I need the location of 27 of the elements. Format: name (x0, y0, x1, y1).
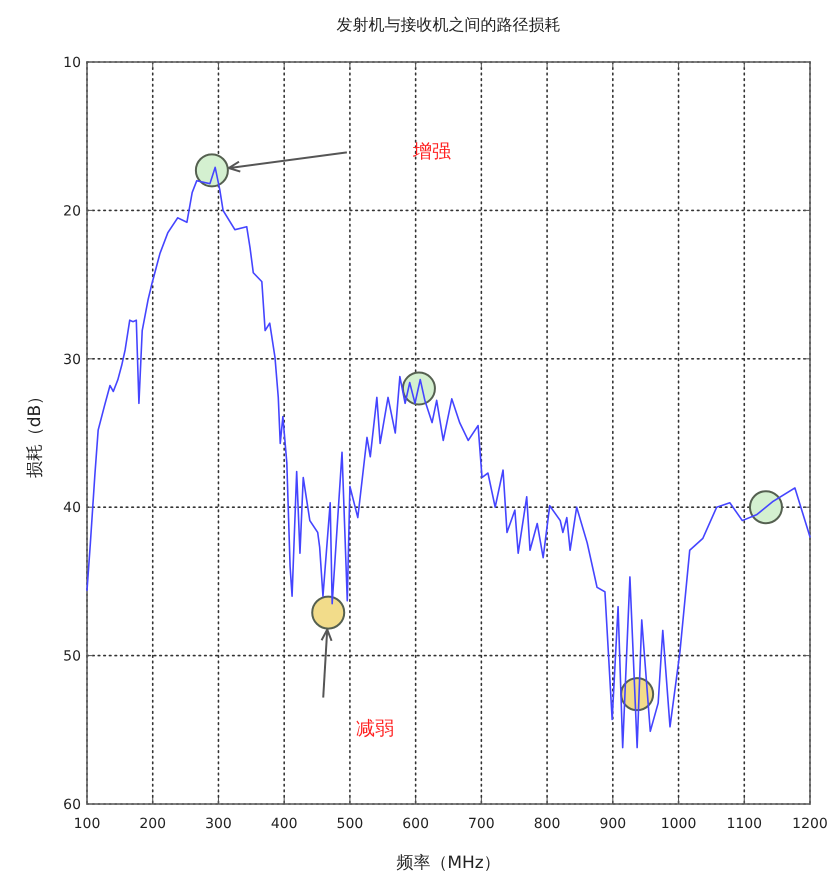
x-tick-label: 1200 (792, 816, 828, 832)
x-tick-label: 300 (205, 816, 232, 832)
y-axis-title: 损耗（dB） (25, 388, 45, 478)
x-tick-label: 600 (402, 816, 430, 832)
y-tick-label: 50 (63, 648, 81, 665)
x-tick-label: 200 (139, 816, 166, 832)
y-tick-label: 30 (63, 352, 81, 368)
x-tick-label: 700 (468, 816, 495, 832)
x-tick-label: 100 (74, 816, 100, 832)
x-tick-label: 1000 (660, 816, 696, 832)
y-tick-label: 60 (63, 797, 81, 813)
annotation: 增强 (412, 140, 451, 162)
chart-title: 发射机与接收机之间的路径损耗 (336, 15, 560, 34)
x-tick-label: 500 (336, 816, 364, 832)
y-tick-label: 40 (63, 500, 81, 516)
x-tick-label: 800 (534, 816, 560, 832)
y-tick-label: 10 (63, 55, 81, 71)
x-axis-title: 频率（MHz） (396, 853, 501, 873)
x-tick-label: 1100 (726, 816, 762, 832)
point (194, 153, 229, 188)
y-tick-label: 20 (63, 203, 81, 220)
line-series (86, 166, 811, 748)
x-tick-label: 400 (270, 816, 298, 832)
annotation: 减弱 (356, 718, 394, 740)
point (748, 490, 783, 524)
x-tick-label: 900 (599, 816, 626, 832)
point (311, 596, 346, 630)
